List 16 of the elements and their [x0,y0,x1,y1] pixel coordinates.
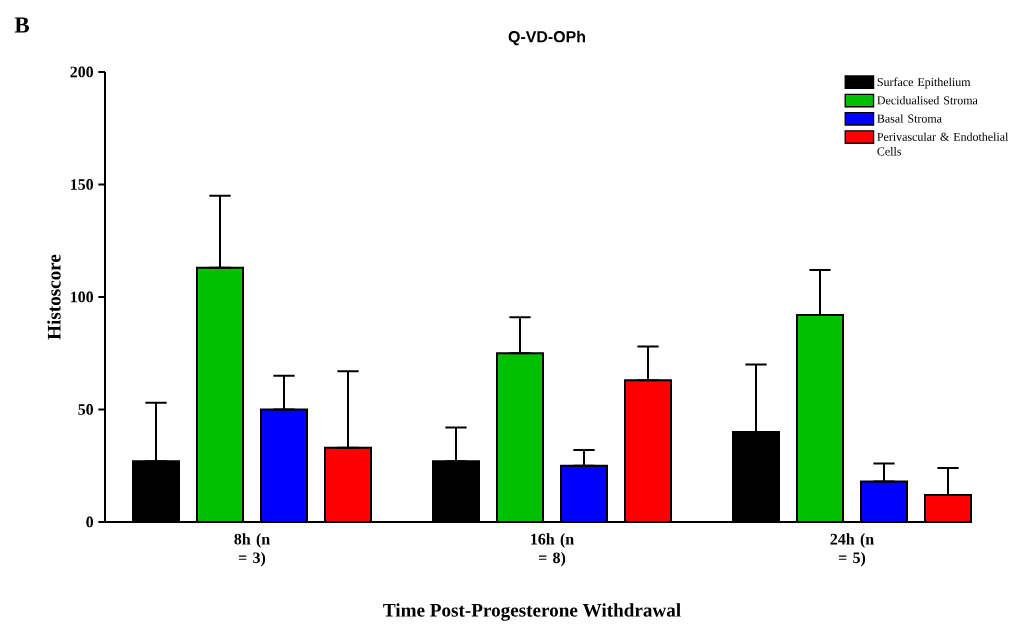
y-tick-label: 150 [71,179,94,190]
y-tick-label: 50 [78,404,94,415]
y-tick-label: 100 [71,291,94,303]
legend-label: Surface Epithelium [877,77,971,89]
legend-label: Perivascular & Endothelial Cells [877,132,1009,156]
legend-label: Basal Stroma [877,114,942,123]
chart-title: Q-VD-OPh [508,30,585,46]
y-tick-label: 200 [70,66,94,78]
x-tick-label: 16h (n = 8) [531,533,574,567]
y-tick-label: 0 [86,516,94,528]
text: B [14,17,30,33]
x-axis-title: Time Post-Progesterone Withdrawal [383,603,681,621]
x-tick-label: 24h (n = 5) [830,533,874,567]
legend-label: Decidualised Stroma [877,95,978,105]
y-axis-title: Histoscore [47,254,61,340]
x-tick-label: 8h (n = 3) [234,533,270,567]
